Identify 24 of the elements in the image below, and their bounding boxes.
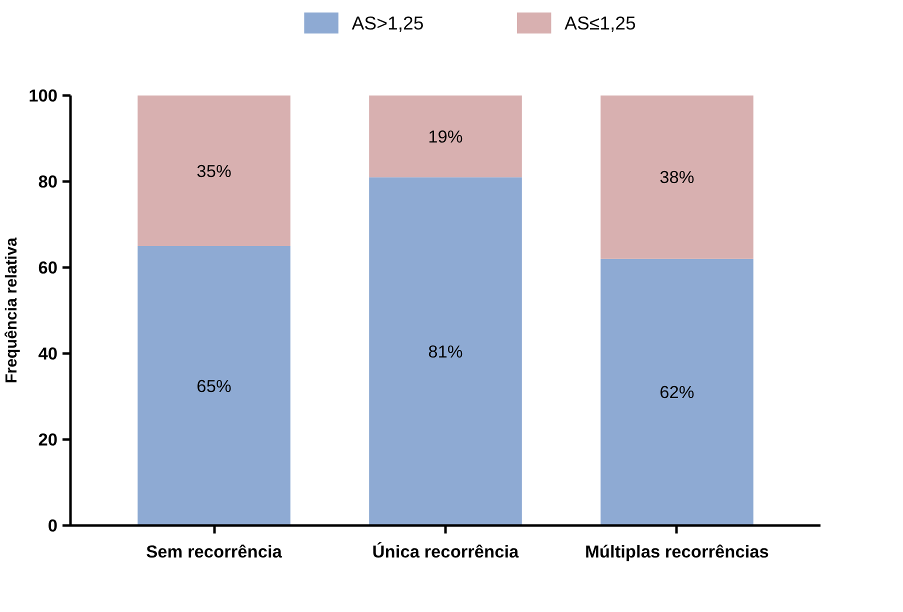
x-tick-label: Múltiplas recorrências	[585, 542, 769, 562]
y-tick-label: 100	[28, 86, 58, 106]
bar	[600, 258, 754, 526]
legend-label: AS>1,25	[352, 12, 424, 34]
bar	[138, 96, 290, 246]
x-tick-label: Única recorrência	[372, 542, 520, 562]
bar	[369, 96, 522, 178]
data-label: 19%	[428, 126, 463, 146]
y-axis-title: Frequência relativa	[4, 237, 21, 384]
y-tick-label: 20	[38, 430, 58, 450]
legend-label: AS≤1,25	[564, 12, 636, 34]
data-label: 35%	[196, 160, 232, 181]
bar	[369, 177, 522, 526]
data-label: 81%	[428, 341, 463, 362]
data-label: 38%	[660, 167, 694, 188]
y-tick-label: 60	[38, 258, 58, 278]
y-tick-label: 0	[48, 516, 58, 536]
data-label: 65%	[196, 376, 232, 396]
y-tick-label: 80	[38, 172, 58, 192]
y-tick-label: 40	[38, 344, 58, 364]
x-tick-label: Sem recorrência	[146, 542, 282, 562]
bar	[138, 246, 290, 526]
bar	[600, 96, 754, 259]
data-label: 62%	[660, 382, 694, 402]
